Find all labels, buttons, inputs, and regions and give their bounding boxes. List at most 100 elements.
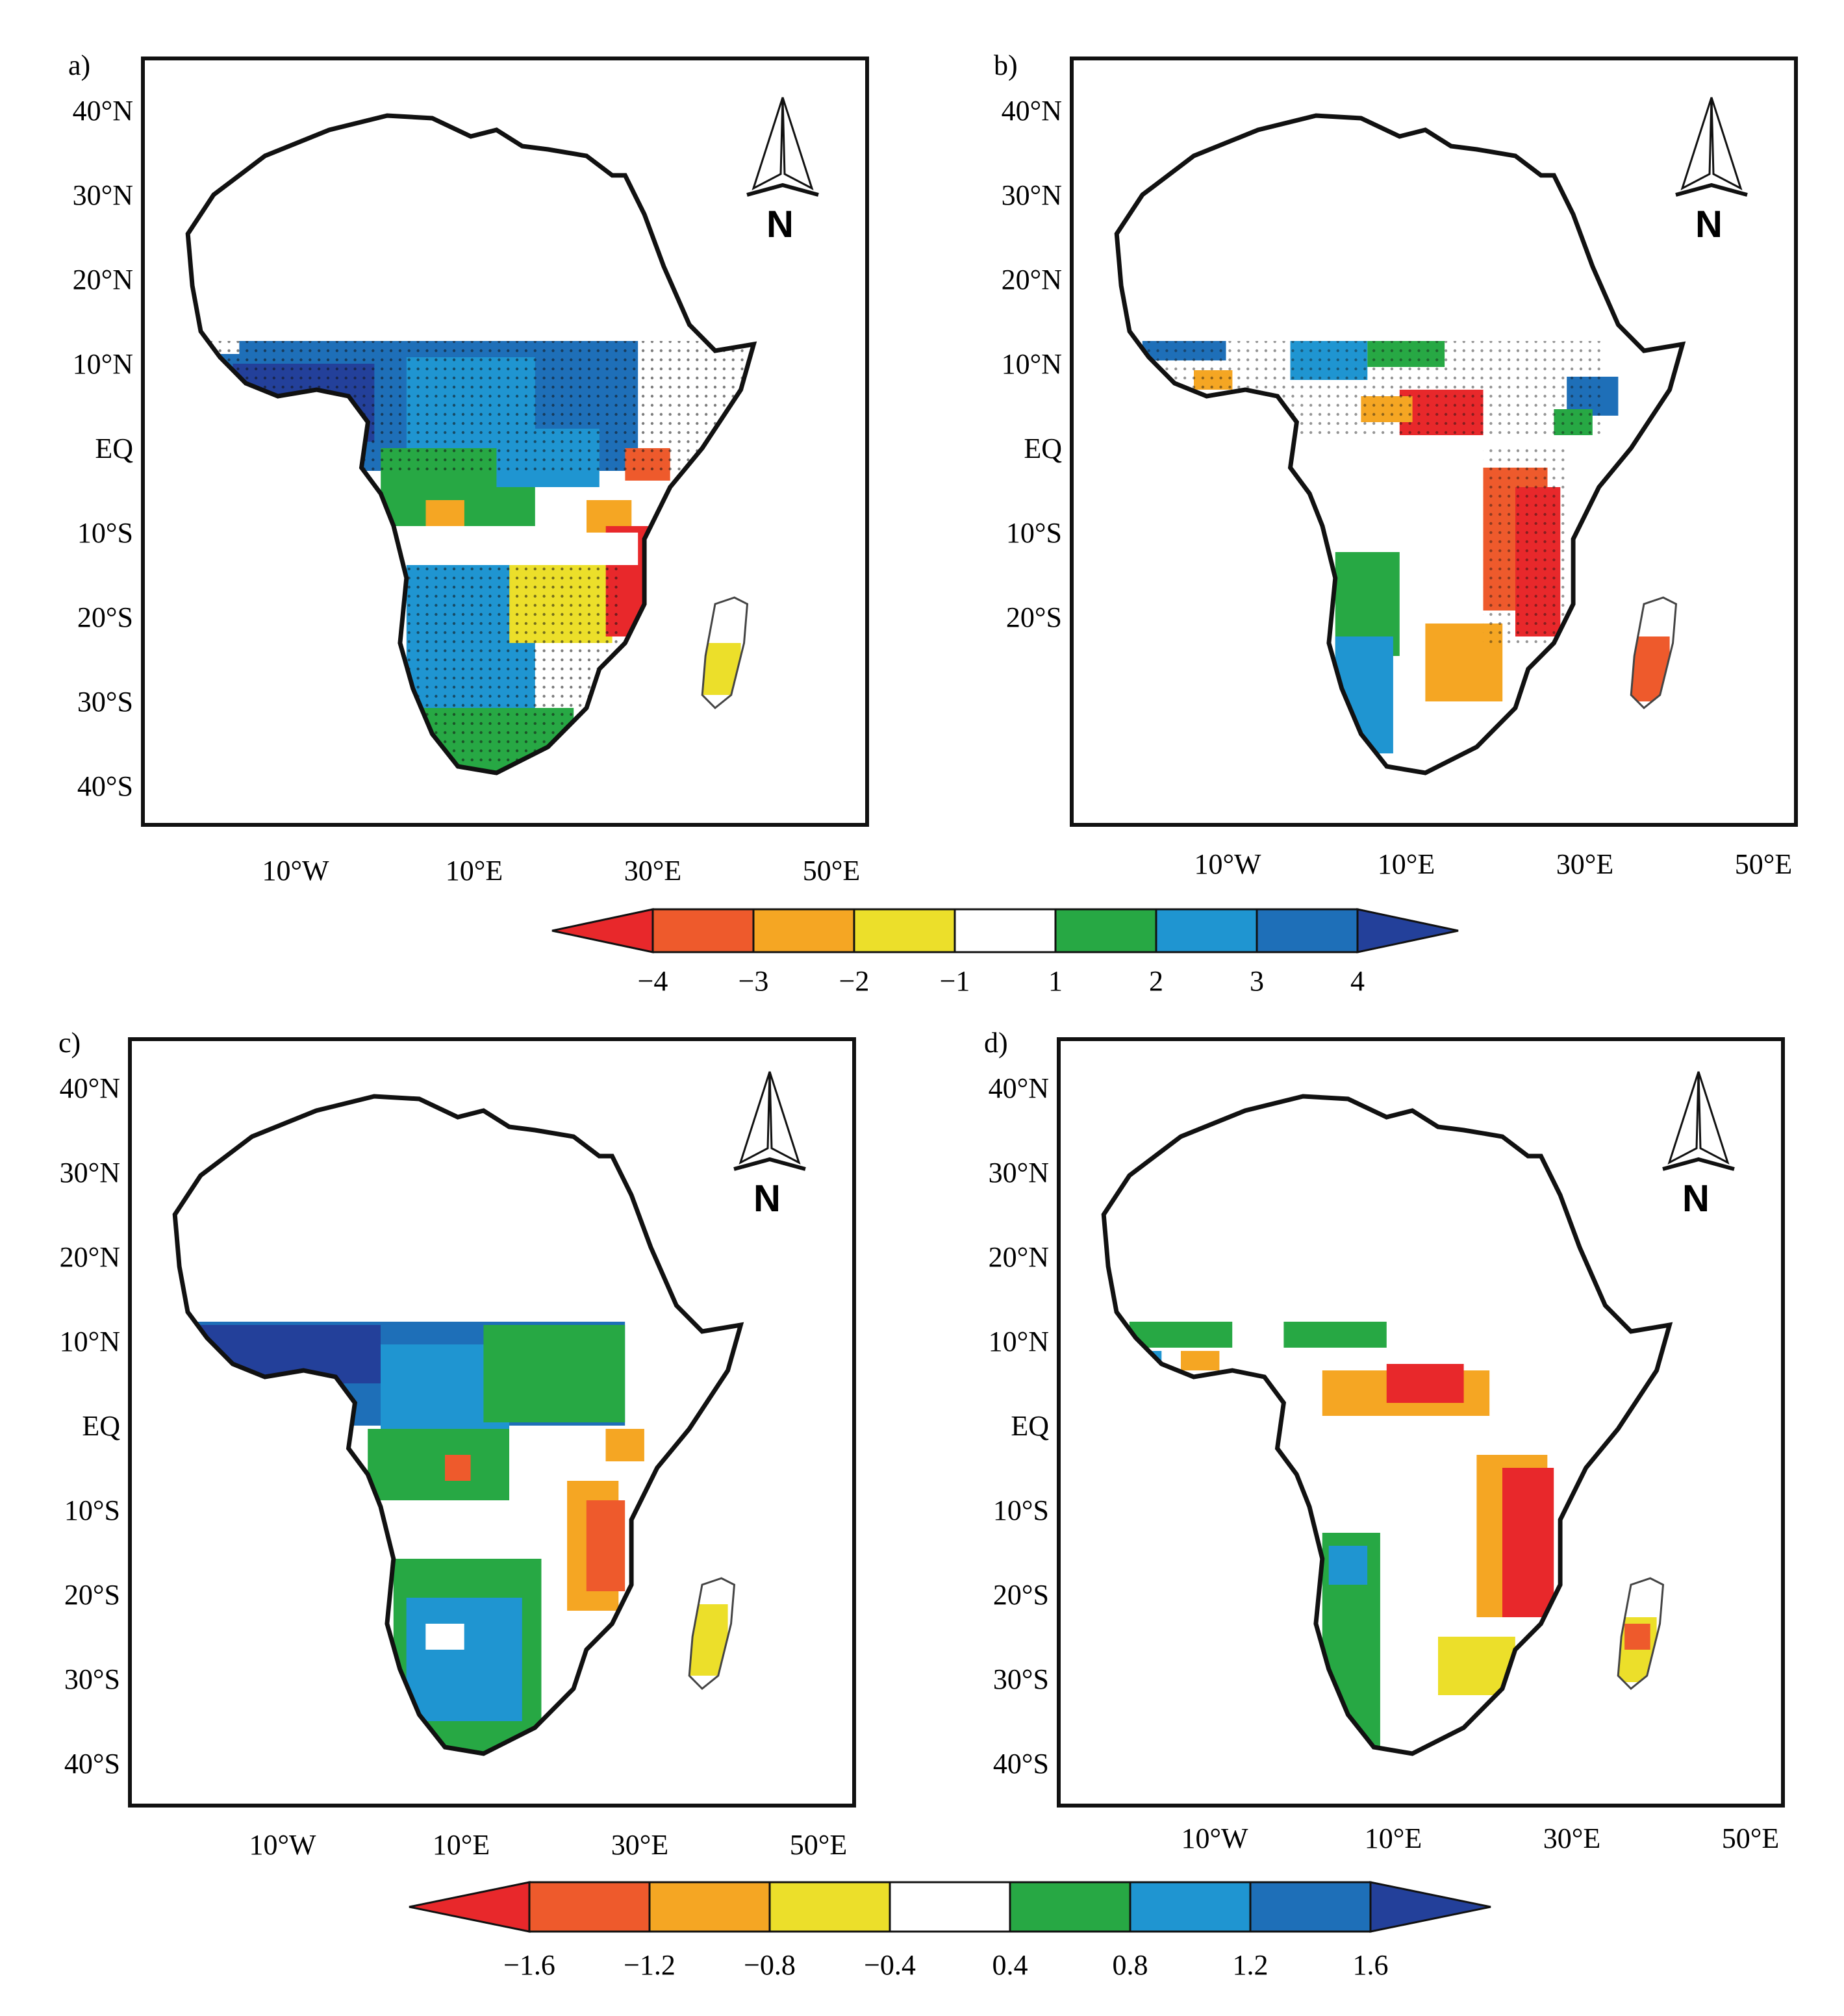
colorbar-tick-label: −0.4 bbox=[864, 1949, 916, 1981]
lat-label: 20°N bbox=[73, 264, 133, 296]
panel-b-lon-axis: 10°W 10°E 30°E 50°E bbox=[1194, 848, 1792, 880]
lon-label: 50°E bbox=[1735, 848, 1792, 880]
panel-d-frame bbox=[1057, 1037, 1785, 1808]
colorbar-tick-label: 2 bbox=[1149, 965, 1163, 997]
lat-label: 30°N bbox=[989, 1157, 1049, 1189]
colorbar-tick-label: −0.8 bbox=[744, 1949, 796, 1981]
lon-label: 10°E bbox=[446, 855, 503, 887]
lat-label: 10°S bbox=[993, 1494, 1049, 1526]
lat-label: 40°S bbox=[993, 1748, 1049, 1780]
lat-label: 30°N bbox=[73, 179, 133, 211]
panel-b: b) bbox=[994, 49, 1798, 880]
lat-label: 20°N bbox=[989, 1241, 1049, 1273]
lat-label: 40°N bbox=[60, 1072, 120, 1104]
lat-label: 30°N bbox=[60, 1157, 120, 1189]
north-arrow: N bbox=[746, 97, 819, 246]
panel-c-lon-axis: 10°W 10°E 30°E 50°E bbox=[249, 1829, 847, 1861]
colorbar-swatch bbox=[1155, 908, 1258, 953]
colorbar-tick-label: 1 bbox=[1048, 965, 1063, 997]
panel-c-wet-south bbox=[406, 1598, 522, 1721]
lat-label: 30°S bbox=[993, 1663, 1049, 1695]
colorbar-swatch bbox=[528, 1881, 651, 1933]
lon-label: 30°E bbox=[1543, 1822, 1600, 1854]
panel-b-label: b) bbox=[994, 49, 1018, 81]
lat-label: EQ bbox=[95, 433, 133, 464]
panel-a-lon-axis: 10°W 10°E 30°E 50°E bbox=[262, 855, 860, 887]
north-label: N bbox=[766, 203, 794, 246]
colorbar-tick-label: 1.2 bbox=[1233, 1949, 1269, 1981]
panel-c: c) N bbox=[58, 1027, 856, 1861]
lon-label: 50°E bbox=[803, 855, 860, 887]
panel-a-label: a) bbox=[68, 49, 90, 81]
lat-label: 10°N bbox=[1002, 348, 1062, 380]
lat-label: EQ bbox=[1024, 433, 1062, 464]
panel-d-dry-central bbox=[1386, 1364, 1464, 1403]
colorbar-swatch bbox=[853, 908, 956, 953]
lat-label: 40°S bbox=[64, 1748, 120, 1780]
colorbar-tick-label: −3 bbox=[739, 965, 769, 997]
lon-label: 10°W bbox=[1194, 848, 1261, 880]
panel-d: d) N bbox=[984, 1027, 1785, 1854]
colorbar-tick-label: −4 bbox=[638, 965, 668, 997]
lat-label: 10°S bbox=[1006, 517, 1062, 549]
colorbar-tick-label: 0.8 bbox=[1113, 1949, 1148, 1981]
panel-b-lat-axis: 40°N 30°N 20°N 10°N EQ 10°S 20°S bbox=[1002, 95, 1063, 633]
lon-label: 50°E bbox=[1722, 1822, 1779, 1854]
lon-label: 10°E bbox=[433, 1829, 490, 1861]
colorbar-tick-label: −1.6 bbox=[503, 1949, 555, 1981]
north-label: N bbox=[753, 1178, 781, 1220]
colorbar-swatch bbox=[1369, 1881, 1491, 1933]
colorbar-top: −4 −3 −2 −1 1 2 3 4 bbox=[551, 908, 1459, 997]
panel-a-lat-axis: 40°N 30°N 20°N 10°N EQ 10°S 20°S 30°S 40… bbox=[73, 95, 134, 802]
lat-label: 10°N bbox=[73, 348, 133, 380]
colorbar-swatch bbox=[1356, 908, 1459, 953]
colorbar-bottom: −1.6 −1.2 −0.8 −0.4 0.4 0.8 1.2 1.6 bbox=[409, 1881, 1491, 1981]
lat-label: 30°S bbox=[64, 1663, 120, 1695]
lon-label: 30°E bbox=[624, 855, 681, 887]
lat-label: 20°S bbox=[64, 1579, 120, 1611]
colorbar-swatch bbox=[889, 1881, 1011, 1933]
lon-label: 10°E bbox=[1365, 1822, 1422, 1854]
lat-label: 20°S bbox=[77, 601, 133, 633]
lat-label: 40°S bbox=[77, 770, 133, 802]
colorbar-swatch bbox=[954, 908, 1057, 953]
colorbar-tick-label: −1.2 bbox=[624, 1949, 676, 1981]
colorbar-tick-label: −1 bbox=[940, 965, 970, 997]
colorbar-tick-label: 1.6 bbox=[1353, 1949, 1389, 1981]
colorbar-swatch bbox=[752, 908, 855, 953]
lon-label: 30°E bbox=[1556, 848, 1613, 880]
lat-label: 10°N bbox=[60, 1326, 120, 1357]
panel-c-lat-axis: 40°N 30°N 20°N 10°N EQ 10°S 20°S 30°S 40… bbox=[60, 1072, 121, 1780]
lon-label: 10°E bbox=[1378, 848, 1435, 880]
north-label: N bbox=[1682, 1178, 1710, 1220]
lat-label: EQ bbox=[82, 1410, 120, 1442]
lat-label: 20°N bbox=[60, 1241, 120, 1273]
lat-label: 10°S bbox=[64, 1494, 120, 1526]
lon-label: 30°E bbox=[611, 1829, 668, 1861]
colorbar-tick-label: −2 bbox=[839, 965, 870, 997]
colorbar-swatch bbox=[651, 908, 755, 953]
panel-d-dry-east bbox=[1502, 1468, 1554, 1617]
panel-d-map bbox=[1104, 1096, 1669, 1754]
lat-label: 40°N bbox=[73, 95, 133, 127]
panel-d-lon-axis: 10°W 10°E 30°E 50°E bbox=[1181, 1822, 1779, 1854]
lat-label: 10°N bbox=[989, 1326, 1049, 1357]
panel-a: a) bbox=[68, 49, 869, 887]
north-arrow: N bbox=[1662, 1071, 1735, 1220]
lon-label: 10°W bbox=[1181, 1822, 1248, 1854]
colorbar-tick-label: 4 bbox=[1350, 965, 1365, 997]
lat-label: 30°N bbox=[1002, 179, 1062, 211]
lat-label: 20°S bbox=[1006, 601, 1062, 633]
lon-label: 10°W bbox=[249, 1829, 316, 1861]
colorbar-swatch bbox=[409, 1881, 531, 1933]
panel-c-dry-east bbox=[586, 1500, 625, 1591]
colorbar-tick-label: 0.4 bbox=[992, 1949, 1028, 1981]
panel-d-lat-axis: 40°N 30°N 20°N 10°N EQ 10°S 20°S 30°S 40… bbox=[989, 1072, 1050, 1780]
lat-label: 40°N bbox=[989, 1072, 1049, 1104]
panel-c-label: c) bbox=[58, 1027, 81, 1059]
lat-label: EQ bbox=[1011, 1410, 1049, 1442]
colorbar-swatch bbox=[551, 908, 654, 953]
colorbar-swatch bbox=[1129, 1881, 1252, 1933]
lat-label: 20°S bbox=[993, 1579, 1049, 1611]
